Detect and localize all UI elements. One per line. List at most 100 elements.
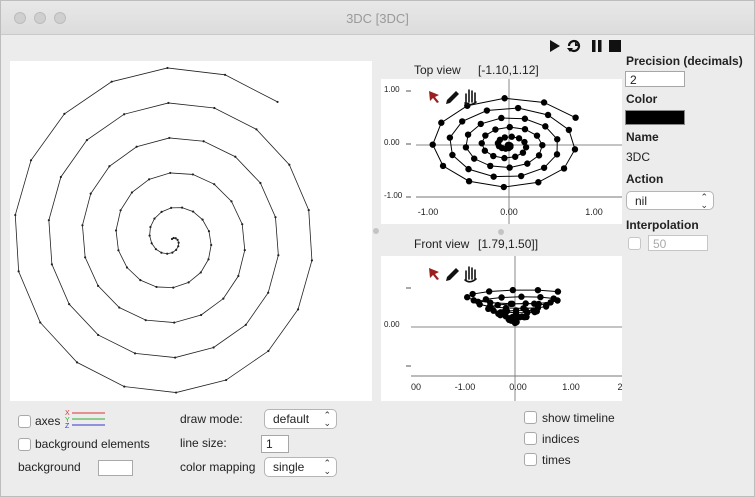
action-select[interactable]: nil ⌃ ⌄ <box>626 191 714 210</box>
top-view-x-tick: 0.00 <box>500 207 518 217</box>
spiral-point <box>201 218 204 221</box>
spiral-point <box>50 263 53 266</box>
pause-icon[interactable] <box>592 40 602 52</box>
loop-icon[interactable] <box>567 39 581 53</box>
spiral-point <box>89 192 92 195</box>
show-timeline-checkbox[interactable] <box>524 411 537 424</box>
splitter-handle-horizontal[interactable] <box>498 229 504 235</box>
color-label: Color <box>626 92 658 106</box>
color-mapping-select[interactable]: single ⌃ ⌄ <box>264 457 337 477</box>
spiral-point <box>96 284 100 287</box>
axes-checkbox[interactable] <box>18 415 31 428</box>
top-view-panel[interactable]: 1.00 0.00 -1.00 -1.00 0.00 1.00 <box>381 79 622 224</box>
spiral-point <box>212 346 215 349</box>
top-view-point <box>501 134 508 141</box>
spiral-point <box>234 155 237 158</box>
top-view-point <box>560 165 568 172</box>
spiral-point <box>176 238 179 241</box>
front-view-title: Front view <box>414 237 470 251</box>
front-view-y-tick: 0.00 <box>384 320 400 329</box>
line-size-input[interactable]: 1 <box>261 435 289 453</box>
draw-mode-select[interactable]: default ⌃ ⌄ <box>264 409 337 429</box>
axes-legend-x: X <box>65 410 70 417</box>
front-view-x-tick: 00 <box>411 382 421 392</box>
spiral-point <box>267 291 270 294</box>
spiral-point <box>39 321 42 324</box>
pointer-tool-icon[interactable] <box>429 268 439 280</box>
front-view-point <box>522 300 529 307</box>
color-mapping-value: single <box>273 460 305 474</box>
top-view-point <box>498 114 505 122</box>
top-view-point <box>490 152 497 160</box>
front-view-point <box>543 301 550 309</box>
top-view-point <box>446 134 454 141</box>
spiral-point <box>68 303 71 306</box>
stop-icon[interactable] <box>609 40 621 52</box>
spiral-point <box>274 216 277 219</box>
axes-legend-z: Z <box>65 423 70 429</box>
front-view-point <box>518 293 525 300</box>
precision-input[interactable]: 2 <box>625 71 685 87</box>
spiral-point <box>210 243 213 247</box>
front-view-point <box>534 286 542 294</box>
draw-mode-label: draw mode: <box>180 412 243 426</box>
spiral-point <box>222 297 225 300</box>
top-view-point <box>539 141 546 149</box>
spiral-point <box>144 319 147 322</box>
front-view-point <box>512 307 520 314</box>
top-view-point <box>514 104 522 112</box>
top-view-point <box>521 125 529 133</box>
spiral-point <box>85 138 89 142</box>
spiral-point <box>170 237 174 241</box>
updown-arrows-icon: ⌃ ⌄ <box>323 410 331 428</box>
spiral-point <box>170 206 173 210</box>
background-color-swatch[interactable] <box>98 460 133 476</box>
spiral-point <box>192 210 195 213</box>
play-icon[interactable] <box>550 40 560 52</box>
hand-tool-icon[interactable] <box>464 89 477 106</box>
minimize-window-button[interactable] <box>34 12 46 24</box>
background-elements-checkbox[interactable] <box>18 438 31 451</box>
top-view-point <box>553 151 561 158</box>
close-window-button[interactable] <box>14 12 26 24</box>
name-value: 3DC <box>626 150 651 164</box>
front-view-point <box>537 293 544 301</box>
top-view-point <box>519 149 527 156</box>
spiral-point <box>213 183 216 186</box>
front-view-panel[interactable]: 0.00 00 -1.00 0.00 1.00 2 <box>381 256 622 401</box>
top-view-point <box>542 123 549 130</box>
zoom-window-button[interactable] <box>54 12 66 24</box>
indices-checkbox[interactable] <box>524 432 537 445</box>
spiral-point <box>174 391 178 394</box>
spiral-point <box>117 249 120 252</box>
action-select-value: nil <box>635 194 648 208</box>
top-view-point <box>508 133 515 140</box>
pencil-tool-icon[interactable] <box>446 91 459 104</box>
interpolation-input[interactable]: 50 <box>648 235 708 251</box>
spiral-point <box>125 266 129 269</box>
color-mapping-label: color mapping <box>180 460 256 474</box>
top-view-point <box>462 144 470 151</box>
spiral-line <box>14 67 313 393</box>
times-label: times <box>542 453 571 467</box>
pointer-tool-icon[interactable] <box>429 91 439 103</box>
spiral-point <box>259 181 262 185</box>
hand-tool-icon[interactable] <box>464 266 477 283</box>
pencil-tool-icon[interactable] <box>446 268 459 281</box>
spiral-point <box>191 173 194 176</box>
spiral-point <box>81 224 84 227</box>
splitter-handle-vertical[interactable] <box>373 228 379 234</box>
times-checkbox[interactable] <box>524 453 537 466</box>
top-view-point <box>490 173 497 180</box>
precision-label: Precision (decimals) <box>626 54 743 68</box>
front-view-x-tick: 2 <box>617 382 622 392</box>
top-view-point <box>501 154 508 162</box>
spiral-point <box>114 229 118 232</box>
interpolation-checkbox[interactable] <box>628 237 641 250</box>
top-view-point <box>465 178 473 185</box>
spiral-point <box>296 308 300 311</box>
main-3d-view[interactable] <box>10 61 372 401</box>
top-view-point <box>521 138 528 146</box>
color-swatch[interactable] <box>625 110 685 125</box>
spiral-point <box>200 313 203 317</box>
